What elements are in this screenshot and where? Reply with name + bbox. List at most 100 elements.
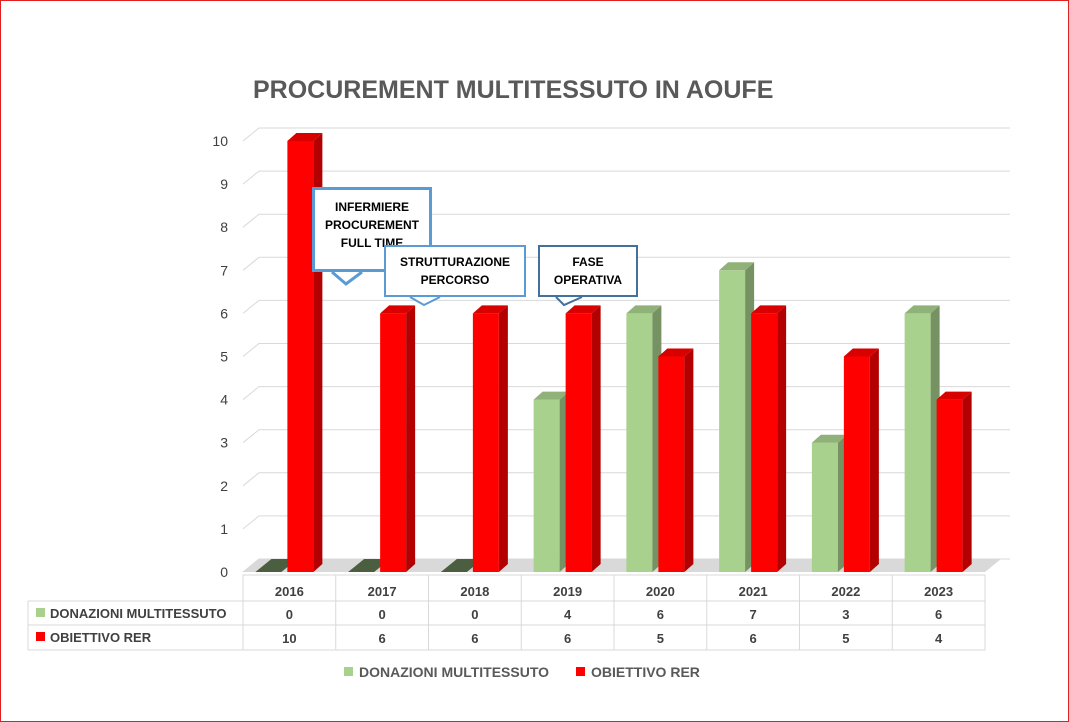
table-value-donazioni: 7 — [750, 607, 757, 622]
y-tick-label: 0 — [220, 564, 228, 580]
x-tick-label: 2016 — [275, 584, 304, 599]
bar-obiettivo-top — [472, 305, 508, 314]
table-value-obiettivo: 5 — [657, 631, 664, 646]
bar-donazioni-top — [904, 305, 940, 314]
callout-text: STRUTTURAZIONE PERCORSO — [400, 255, 510, 287]
y-tick-label: 3 — [220, 435, 228, 451]
gridline — [242, 127, 1010, 142]
chart-legend: DONAZIONI MULTITESSUTO OBIETTIVO RER — [0, 664, 1069, 684]
chart-title: PROCUREMENT MULTITESSUTO IN AOUFE — [253, 76, 774, 104]
table-value-donazioni: 4 — [564, 607, 572, 622]
table-value-donazioni: 6 — [657, 607, 664, 622]
bar-obiettivo-side — [406, 305, 416, 572]
bar-obiettivo-front — [287, 141, 314, 572]
table-value-obiettivo: 6 — [471, 631, 478, 646]
legend-label: DONAZIONI MULTITESSUTO — [359, 664, 550, 680]
y-tick-label: 4 — [220, 392, 228, 408]
bar-donazioni-top — [626, 305, 662, 314]
callout-fase-operativa: FASE OPERATIVA — [538, 245, 638, 297]
bar-donazioni-front — [626, 313, 653, 572]
gridline — [242, 256, 1010, 271]
x-tick-label: 2017 — [368, 584, 397, 599]
bar-obiettivo-front — [751, 313, 778, 572]
bar-obiettivo-front — [658, 356, 685, 572]
table-value-donazioni: 0 — [286, 607, 293, 622]
y-tick-label: 2 — [220, 478, 228, 494]
bar-donazioni — [348, 559, 391, 572]
bar-obiettivo — [936, 391, 972, 572]
chart-floor — [243, 559, 1001, 572]
bar-obiettivo-top — [936, 391, 972, 400]
bar-obiettivo-side — [684, 348, 694, 572]
table-row-label: DONAZIONI MULTITESSUTO — [50, 606, 226, 621]
bar-donazioni-top — [811, 434, 847, 443]
x-tick-label: 2018 — [460, 584, 489, 599]
bar-obiettivo-front — [843, 356, 870, 572]
legend-swatch-obiettivo — [576, 667, 585, 676]
bar-donazioni-front — [719, 270, 746, 572]
bar-donazioni-top — [719, 262, 755, 271]
table-value-donazioni: 3 — [842, 607, 849, 622]
bar-donazioni — [811, 434, 847, 572]
bar-obiettivo-top — [287, 133, 323, 141]
legend-item-obiettivo: OBIETTIVO RER — [576, 664, 700, 680]
y-tick-label: 5 — [220, 349, 228, 365]
gridline — [242, 213, 1010, 228]
bar-obiettivo-side — [962, 391, 972, 572]
bar-donazioni — [719, 262, 755, 572]
bar-donazioni — [440, 559, 483, 572]
table-value-donazioni: 0 — [471, 607, 478, 622]
bar-obiettivo-top — [751, 305, 787, 314]
callout-text: FASE OPERATIVA — [553, 255, 623, 287]
table-value-obiettivo: 5 — [842, 631, 849, 646]
bar-donazioni-front — [811, 442, 838, 572]
y-tick-label: 7 — [220, 262, 228, 278]
bar-obiettivo-side — [591, 305, 601, 572]
gridline — [242, 299, 1010, 314]
x-tick-label: 2022 — [831, 584, 860, 599]
x-tick-label: 2019 — [553, 584, 582, 599]
bar-obiettivo-top — [843, 348, 879, 357]
table-swatch-donazioni — [36, 608, 45, 617]
bar-obiettivo-side — [869, 348, 879, 572]
bar-donazioni — [904, 305, 940, 572]
table-value-obiettivo: 6 — [564, 631, 571, 646]
bar-obiettivo — [287, 133, 323, 572]
y-tick-label: 10 — [212, 133, 228, 149]
bar-obiettivo — [751, 305, 787, 572]
bar-obiettivo — [658, 348, 694, 572]
bar-obiettivo-top — [658, 348, 694, 357]
bar-obiettivo — [843, 348, 879, 572]
table-value-donazioni: 6 — [935, 607, 942, 622]
bar-obiettivo-front — [936, 399, 963, 572]
bar-obiettivo — [565, 305, 601, 572]
x-tick-label: 2020 — [646, 584, 675, 599]
callout-strutturazione-percorso: STRUTTURAZIONE PERCORSO — [384, 245, 526, 297]
bar-obiettivo-side — [777, 305, 787, 572]
y-tick-label: 8 — [220, 219, 228, 235]
legend-item-donazioni: DONAZIONI MULTITESSUTO — [344, 664, 549, 680]
x-tick-label: 2021 — [739, 584, 768, 599]
bar-donazioni-front — [904, 313, 931, 572]
y-tick-label: 1 — [220, 521, 228, 537]
bar-donazioni-front — [533, 399, 560, 572]
table-value-obiettivo: 4 — [935, 631, 943, 646]
bar-obiettivo — [472, 305, 508, 572]
y-tick-label: 6 — [220, 305, 228, 321]
bar-obiettivo — [380, 305, 416, 572]
legend-label: OBIETTIVO RER — [591, 664, 700, 680]
x-tick-label: 2023 — [924, 584, 953, 599]
bar-obiettivo-front — [565, 313, 592, 572]
bar-obiettivo-top — [565, 305, 601, 314]
y-tick-label: 9 — [220, 176, 228, 192]
table-value-donazioni: 0 — [379, 607, 386, 622]
bar-obiettivo-top — [380, 305, 416, 314]
table-value-obiettivo: 6 — [379, 631, 386, 646]
gridline — [242, 170, 1010, 185]
bar-donazioni — [533, 391, 569, 572]
bar-donazioni-top — [533, 391, 569, 400]
table-value-obiettivo: 10 — [282, 631, 296, 646]
callout-text: INFERMIERE PROCUREMENT FULL TIME — [324, 200, 419, 250]
table-swatch-obiettivo — [36, 632, 45, 641]
